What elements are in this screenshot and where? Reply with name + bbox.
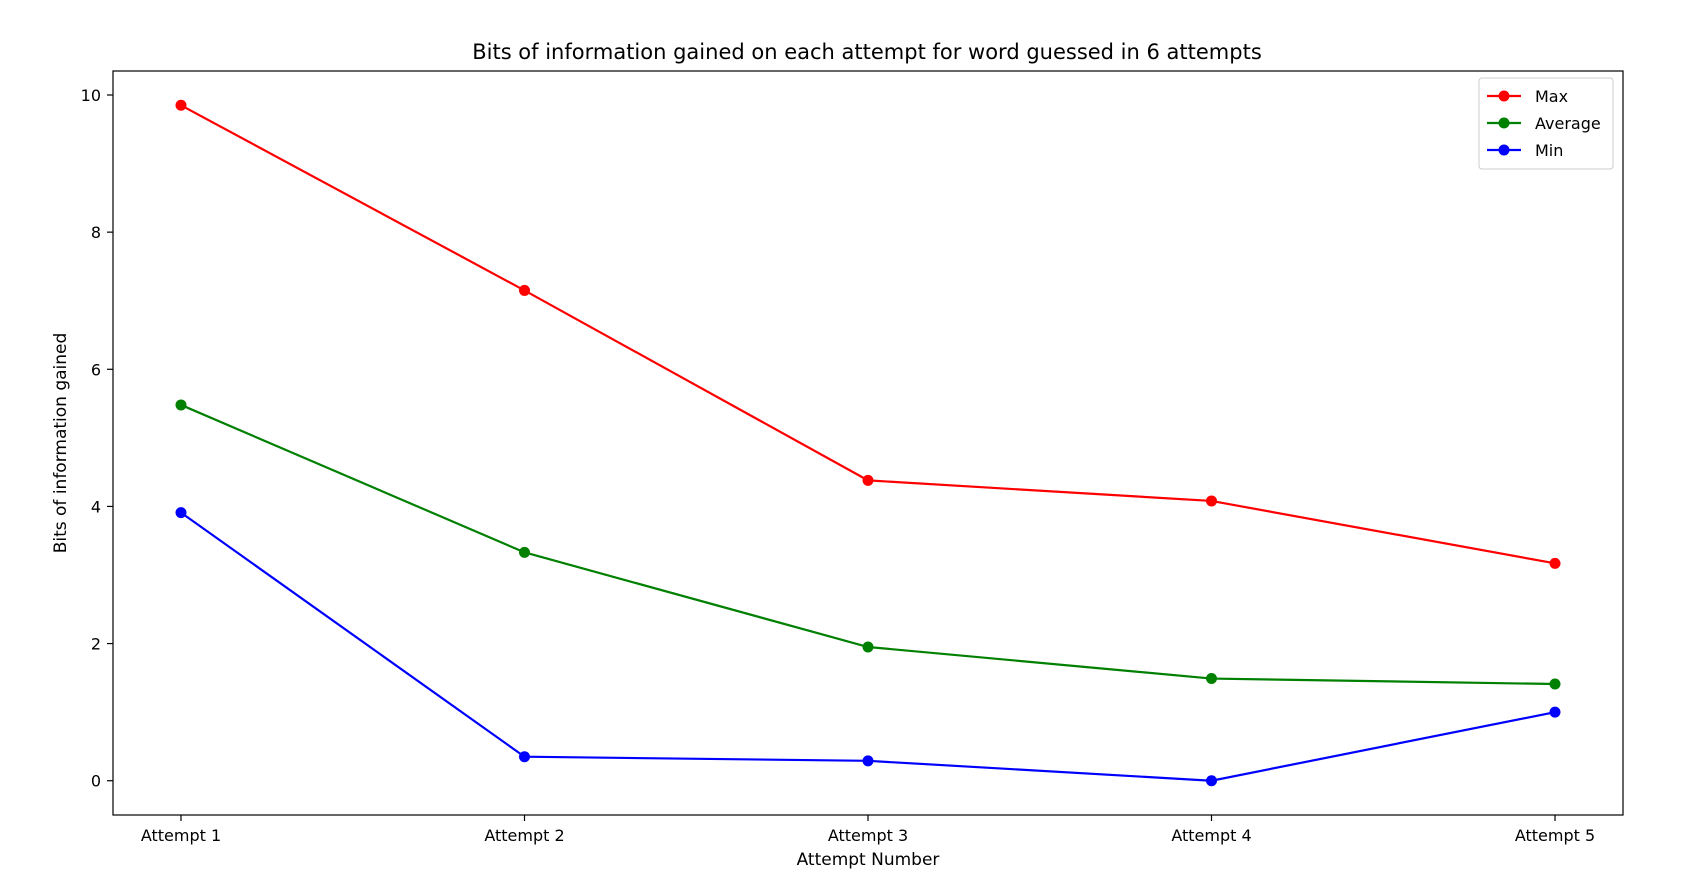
y-tick-label: 0: [91, 772, 101, 791]
legend-item-min: Min: [1487, 141, 1563, 160]
data-point-average: [1549, 678, 1561, 690]
x-tick-label: Attempt 2: [484, 826, 564, 845]
y-tick-label: 10: [81, 86, 101, 105]
data-point-average: [862, 641, 874, 653]
legend-label: Max: [1535, 87, 1568, 106]
x-tick-label: Attempt 4: [1171, 826, 1251, 845]
series-min: [175, 507, 1561, 787]
data-point-average: [519, 546, 530, 558]
legend-label: Min: [1535, 141, 1563, 160]
legend-item-average: Average: [1487, 114, 1601, 133]
legend-box: [1478, 77, 1614, 170]
data-point-min: [862, 755, 874, 767]
data-point-max: [862, 474, 874, 486]
x-tick-label: Attempt 3: [828, 826, 908, 845]
y-tick-label: 6: [91, 360, 101, 379]
y-axis: 0 2 4 6 8 10: [81, 86, 113, 791]
series-line-max: [180, 104, 1556, 565]
data-point-min: [519, 751, 530, 763]
legend: Max Average Min: [1478, 77, 1614, 170]
data-point-average: [1206, 673, 1217, 685]
plot-frame: [112, 70, 1624, 816]
data-point-min: [1206, 775, 1217, 787]
x-axis: Attempt 1 Attempt 2 Attempt 3 Attempt 4 Atte…: [141, 815, 1595, 845]
y-axis-label: Bits of information gained: [51, 333, 71, 554]
legend-label: Average: [1535, 114, 1601, 133]
series-average: [175, 399, 1561, 690]
series-layer: [175, 99, 1561, 787]
data-point-max: [1206, 495, 1217, 507]
y-tick-label: 8: [91, 223, 101, 242]
legend-item-max: Max: [1487, 87, 1568, 106]
y-tick-label: 2: [91, 635, 101, 654]
legend-swatch-marker: [1498, 144, 1510, 156]
legend-swatch-marker: [1498, 90, 1510, 102]
data-point-max: [519, 284, 530, 296]
x-tick-label: Attempt 5: [1515, 826, 1595, 845]
data-point-min: [1549, 706, 1561, 718]
x-axis-label: Attempt Number: [797, 850, 940, 870]
chart-title: Bits of information gained on each attem…: [472, 40, 1262, 64]
legend-swatch-marker: [1498, 117, 1510, 129]
data-point-min: [175, 507, 187, 519]
data-point-max: [1549, 557, 1561, 569]
series-max: [175, 99, 1561, 569]
data-point-max: [175, 99, 187, 111]
y-tick-label: 4: [91, 497, 101, 516]
x-tick-label: Attempt 1: [141, 826, 221, 845]
data-point-average: [175, 399, 187, 411]
